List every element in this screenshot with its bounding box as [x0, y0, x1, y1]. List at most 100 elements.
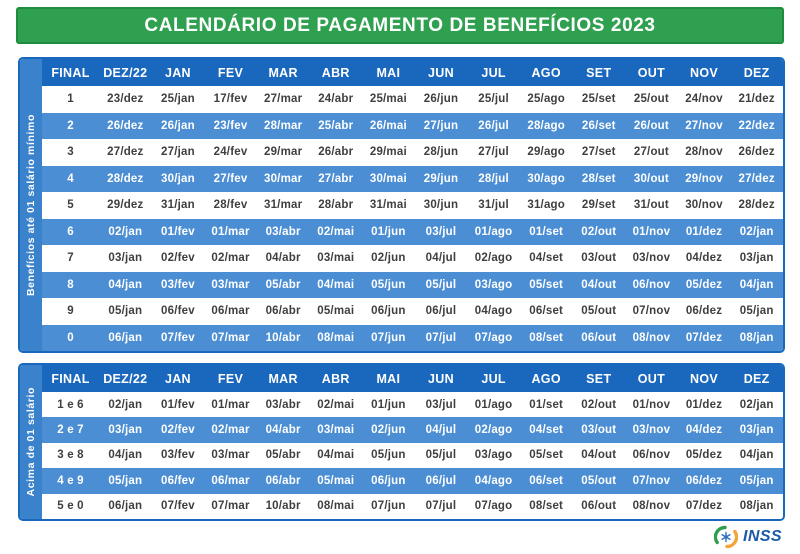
date-cell: 28/jun	[423, 146, 459, 159]
table-row: 3 27/dez 27/jan 24/fev 29/mar 26/abr 29/mai 28/…	[42, 139, 783, 166]
date-cell: 03/jul	[425, 398, 457, 411]
column-header: AGO	[531, 371, 561, 386]
date-cell: 07/jul	[425, 500, 457, 513]
date-cell: 05/jan	[739, 305, 774, 318]
column-header: MAI	[376, 371, 401, 386]
date-cell: 05/jan	[739, 474, 774, 487]
date-cell: 28/jul	[478, 172, 509, 185]
date-cell: 25/mai	[369, 93, 407, 106]
date-cell: 02/fev	[161, 252, 195, 265]
date-cell: 08/nov	[632, 500, 671, 513]
date-cell: 02/mai	[317, 398, 355, 411]
date-cell: 04/mai	[317, 278, 355, 291]
date-cell: 06/set	[529, 305, 564, 318]
date-cell: 06/set	[529, 474, 564, 487]
date-cell: 05/jan	[108, 474, 143, 487]
date-cell: 05/jun	[371, 449, 406, 462]
page-title: CALENDÁRIO DE PAGAMENTO DE BENEFÍCIOS 20…	[144, 14, 656, 36]
date-cell: 06/jun	[371, 474, 406, 487]
final-cell: 0	[67, 331, 74, 344]
header-row: FINAL DEZ/22 JAN FEV MAR ABR MAI JUN JUL AGO SET OU…	[42, 365, 783, 392]
date-cell: 30/nov	[685, 199, 723, 212]
date-cell: 02/jun	[371, 252, 406, 265]
date-cell: 10/abr	[265, 500, 301, 513]
date-cell: 01/dez	[685, 398, 723, 411]
date-cell: 26/dez	[738, 146, 775, 159]
date-cell: 08/jan	[739, 500, 774, 513]
final-cell: 8	[67, 278, 74, 291]
date-cell: 29/mai	[369, 146, 407, 159]
date-cell: 26/abr	[318, 146, 354, 159]
date-cell: 27/dez	[107, 146, 144, 159]
date-cell: 08/nov	[632, 331, 671, 344]
date-cell: 28/dez	[107, 172, 144, 185]
date-cell: 29/nov	[685, 172, 723, 185]
date-cell: 01/jun	[371, 398, 406, 411]
date-cell: 01/ago	[474, 225, 513, 238]
date-cell: 04/jan	[739, 278, 774, 291]
column-header: FEV	[217, 65, 244, 80]
table-row: 8 04/jan 03/fev 03/mar 05/abr 04/mai 05/jun 05/…	[42, 271, 783, 298]
date-cell: 31/out	[633, 199, 669, 212]
column-header: FINAL	[51, 65, 90, 80]
table-acima-1-salario: Acima de 01 salário FINAL DEZ/22 JAN FEV MAR…	[18, 363, 785, 521]
date-cell: 03/nov	[632, 252, 671, 265]
final-cell: 5 e 0	[57, 500, 84, 513]
column-header: DEZ/22	[103, 65, 148, 80]
column-header: OUT	[637, 65, 666, 80]
column-header: AGO	[531, 65, 561, 80]
date-cell: 28/ago	[527, 119, 565, 132]
date-cell: 28/nov	[685, 146, 723, 159]
date-cell: 25/out	[633, 93, 669, 106]
date-cell: 02/ago	[474, 424, 513, 437]
date-cell: 05/out	[581, 305, 617, 318]
date-cell: 31/mai	[369, 199, 407, 212]
table-row: 3 e 8 04/jan 03/fev 03/mar 05/abr 04/mai 05/ju…	[42, 442, 783, 469]
date-cell: 10/abr	[265, 331, 301, 344]
table-row: 1 23/dez 25/jan 17/fev 27/mar 24/abr 25/mai 26/…	[42, 86, 783, 113]
date-cell: 03/mar	[211, 278, 250, 291]
date-cell: 05/set	[529, 278, 564, 291]
date-cell: 04/mai	[317, 449, 355, 462]
date-cell: 02/mar	[211, 424, 250, 437]
date-cell: 29/mar	[263, 146, 303, 159]
date-cell: 03/nov	[632, 424, 671, 437]
date-cell: 27/jun	[423, 119, 459, 132]
date-cell: 03/jan	[739, 424, 774, 437]
date-cell: 01/set	[529, 398, 564, 411]
date-cell: 07/ago	[474, 500, 513, 513]
date-cell: 05/abr	[265, 449, 301, 462]
table-row: 2 e 7 03/jan 02/fev 02/mar 04/abr 03/mai 02/ju…	[42, 417, 783, 443]
date-cell: 05/set	[529, 449, 564, 462]
date-cell: 02/jan	[739, 398, 774, 411]
date-cell: 06/jun	[371, 305, 406, 318]
table-row: 1 e 6 02/jan 01/fev 01/mar 03/abr 02/mai 01/ju…	[42, 392, 783, 418]
date-cell: 07/jul	[425, 331, 457, 344]
date-cell: 08/mai	[317, 331, 355, 344]
date-cell: 06/jul	[425, 474, 457, 487]
column-header: NOV	[690, 371, 718, 386]
column-header: FINAL	[51, 371, 90, 386]
date-cell: 06/jan	[108, 331, 143, 344]
date-cell: 26/out	[633, 119, 669, 132]
column-header: ABR	[321, 371, 350, 386]
date-cell: 03/fev	[161, 449, 195, 462]
date-cell: 02/mai	[317, 225, 355, 238]
side-strip: Benefícios até 01 salário mínimo	[20, 59, 42, 351]
column-header: ABR	[321, 65, 350, 80]
date-cell: 06/abr	[265, 305, 301, 318]
date-cell: 01/ago	[474, 398, 513, 411]
final-cell: 2	[67, 119, 74, 132]
final-cell: 5	[67, 199, 74, 212]
date-cell: 01/nov	[632, 225, 671, 238]
table-row: 4 28/dez 30/jan 27/fev 30/mar 27/abr 30/mai 29/…	[42, 165, 783, 192]
date-cell: 05/abr	[265, 278, 301, 291]
date-cell: 03/jan	[739, 252, 774, 265]
date-cell: 30/mai	[369, 172, 407, 185]
column-header: MAR	[268, 371, 298, 386]
title-banner: CALENDÁRIO DE PAGAMENTO DE BENEFÍCIOS 20…	[16, 7, 784, 44]
date-cell: 05/out	[581, 474, 617, 487]
column-header: NOV	[690, 65, 718, 80]
column-header: MAI	[376, 65, 401, 80]
date-cell: 05/mai	[317, 305, 355, 318]
